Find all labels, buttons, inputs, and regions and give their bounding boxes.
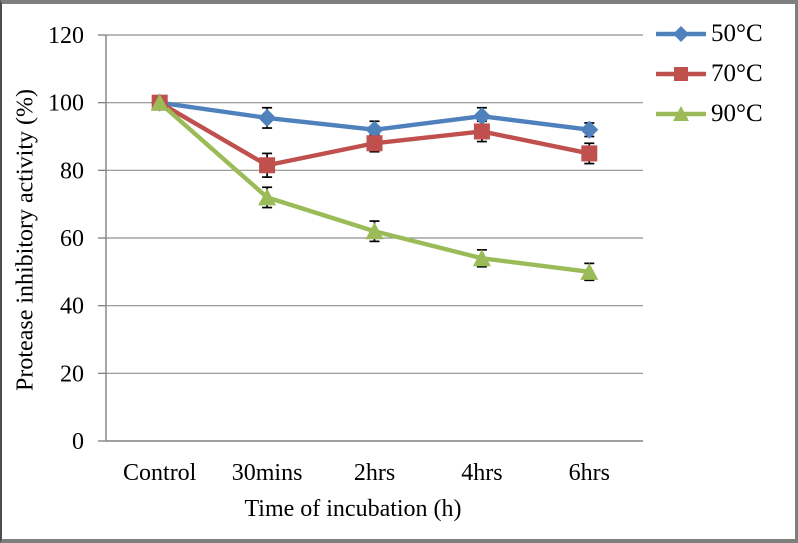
y-tick-label: 120 [48,23,84,49]
legend-swatch-triangle-icon [656,106,706,121]
marker-triangle [472,249,491,267]
marker-diamond [673,26,689,42]
marker-triangle [150,93,169,111]
marker-triangle [258,188,277,206]
x-tick-label: 6hrs [569,460,610,486]
legend-item: 50°C [656,14,763,54]
y-tick-label: 60 [60,226,84,252]
marker-square [366,135,383,152]
y-tick-label: 0 [72,429,84,455]
legend-label: 50°C [711,20,763,47]
legend-item: 70°C [656,54,763,94]
marker-diamond [580,120,599,139]
marker-square [581,145,598,162]
legend-label: 90°C [711,100,763,127]
y-tick-label: 100 [48,91,84,117]
marker-square [674,67,688,81]
marker-diamond [258,108,277,127]
marker-square [259,157,276,174]
x-tick-label: 2hrs [354,460,395,486]
x-tick-label: Control [123,460,197,486]
marker-diamond [365,120,384,139]
y-tick-label: 80 [60,158,84,184]
legend-swatch-diamond-icon [656,26,706,42]
marker-triangle [580,262,599,280]
legend: 50°C 70°C 90°C [656,14,763,134]
plot-area: 0 20 40 60 80 100 120 Control 30mins 2hrs 4hrs 6hrs [48,23,643,486]
marker-triangle [673,106,689,121]
x-tick-label: 30mins [232,460,303,486]
marker-triangle [365,222,384,240]
x-axis-title: Time of incubation (h) [244,496,462,522]
legend-swatch-square-icon [656,67,706,81]
legend-label: 70°C [711,60,763,87]
x-tick-label: 4hrs [461,460,502,486]
y-axis-title: Protease inhibitory activity (%) [12,89,39,391]
marker-square [473,123,490,140]
legend-item: 90°C [656,94,763,134]
y-tick-label: 40 [60,294,84,320]
marker-diamond [472,107,491,126]
y-tick-label: 20 [60,361,84,387]
